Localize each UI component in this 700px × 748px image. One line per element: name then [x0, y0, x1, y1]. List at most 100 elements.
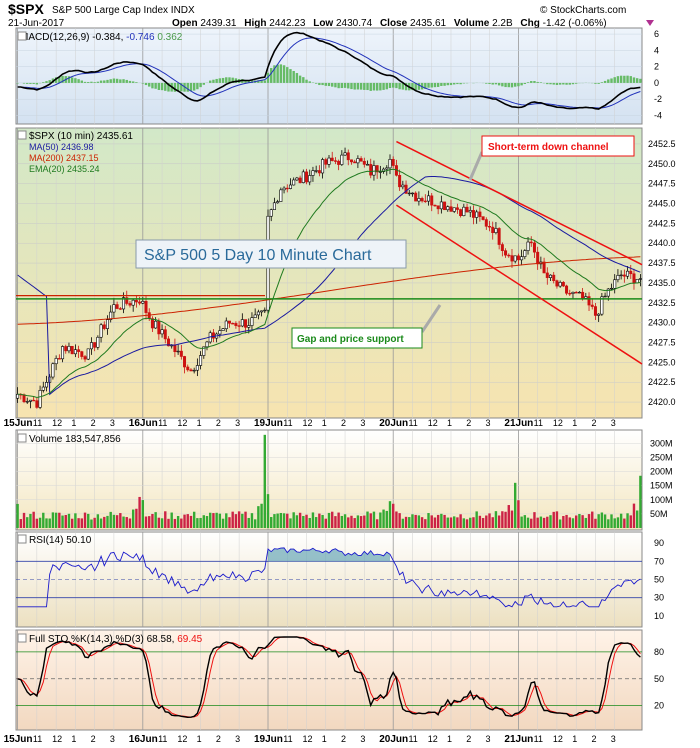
candle-body [285, 187, 289, 190]
macd-histogram-bar [568, 82, 571, 85]
candle-body [593, 306, 597, 316]
macd-histogram-bar [440, 82, 443, 86]
volume-bar [497, 515, 501, 528]
volume-bar [144, 516, 148, 528]
volume-bar [456, 517, 459, 528]
candle-body [455, 207, 459, 210]
macd-tick-label: 2 [654, 62, 659, 72]
candle-body [179, 350, 183, 357]
candle-body [279, 189, 283, 202]
channel-upper-line [396, 140, 643, 266]
volume-bar [16, 503, 19, 528]
macd-histogram-bar [32, 82, 35, 84]
macd-histogram-bar [215, 78, 218, 83]
price-tick-label: 2420.0 [648, 397, 676, 407]
macd-histogram-bar [526, 82, 530, 83]
candle-body [638, 278, 642, 280]
macd-toggle-icon[interactable] [17, 31, 27, 41]
volume-bar [510, 510, 514, 528]
candle-body [218, 330, 222, 335]
volume-bar [623, 518, 626, 528]
volume-bar [513, 482, 517, 528]
volume-bar [157, 517, 161, 528]
candle-body [202, 346, 206, 356]
macd-histogram-bar [70, 77, 74, 83]
candle-body [314, 170, 318, 172]
volume-bar [395, 511, 398, 528]
candle-body [260, 310, 264, 313]
candle-body [359, 158, 363, 162]
volume-bar [237, 511, 241, 528]
macd-histogram-bar [629, 76, 632, 83]
sto-toggle-icon[interactable] [17, 633, 27, 643]
volume-bar [494, 511, 498, 528]
macd-histogram-bar [176, 82, 180, 92]
rsi-toggle-icon[interactable] [17, 534, 27, 544]
volume-bar [22, 512, 26, 528]
candle-body [80, 351, 84, 357]
macd-histogram-bar [196, 82, 199, 90]
candle-body [356, 158, 360, 164]
price-toggle-icon[interactable] [17, 130, 27, 140]
volume-bar [562, 515, 565, 528]
candle-body [144, 301, 148, 313]
volume-bar [449, 517, 453, 528]
macd-histogram-bar [375, 82, 379, 91]
volume-bar [584, 517, 588, 528]
volume-bar [555, 511, 559, 528]
candle-body [526, 241, 530, 251]
volume-bar [289, 518, 292, 528]
volume-bar [138, 496, 141, 528]
volume-bar [260, 503, 263, 528]
x-tick-label-bottom: 11 [408, 734, 417, 744]
candle-body [244, 319, 248, 328]
macd-histogram-bar [603, 80, 607, 83]
volume-bar [603, 514, 607, 528]
volume-bar [549, 515, 552, 528]
x-tick-label-bottom: 11 [534, 734, 543, 744]
candle-body [603, 295, 607, 298]
candle-body [584, 296, 588, 299]
volume-bar [58, 512, 61, 528]
x-tick-label-bottom: 3 [235, 734, 240, 744]
x-tick-label-top: 21Jun [504, 418, 533, 429]
candle-body [574, 291, 578, 294]
volume-bar [472, 517, 475, 528]
volume-toggle-icon[interactable] [17, 433, 27, 443]
macd-histogram-bar [112, 78, 116, 83]
volume-bar [231, 511, 234, 528]
candle-body [330, 157, 334, 161]
candle-body [529, 241, 533, 244]
macd-histogram-bar [443, 82, 446, 86]
candle-body [465, 206, 469, 213]
volume-bar [539, 516, 543, 528]
chart-date: 21-Jun-2017 [8, 18, 65, 29]
volume-bar [122, 516, 125, 528]
x-tick-label-top: 11 [408, 418, 417, 428]
macd-histogram-bar [286, 67, 289, 83]
candle-body [497, 228, 501, 245]
volume-bar [218, 513, 222, 528]
price-label: $SPX (10 min) 2435.61 [29, 131, 133, 142]
volume-bar [401, 518, 405, 528]
volume-bar [517, 500, 520, 528]
candle-body [555, 280, 559, 287]
macd-histogram-bar [417, 82, 421, 90]
x-tick-label-top: 1 [572, 418, 577, 428]
macd-histogram-bar [106, 79, 109, 83]
macd-histogram-bar [266, 72, 270, 83]
volume-bar [433, 517, 437, 528]
candle-body [349, 159, 353, 163]
volume-bar [526, 517, 530, 528]
macd-histogram-bar [456, 82, 459, 85]
macd-histogram-bar [109, 79, 112, 83]
macd-histogram-bar [623, 75, 626, 83]
x-tick-label-bottom: 3 [486, 734, 491, 744]
x-tick-label-bottom: 12 [177, 734, 187, 744]
candle-body [443, 201, 447, 211]
macd-histogram-bar [497, 82, 501, 86]
macd-legend: MACD(12,26,9) -0.384, -0.746 0.362 [20, 32, 183, 43]
chart-title: S&P 500 5 Day 10 Minute Chart [144, 247, 372, 264]
volume-bar [167, 518, 170, 528]
volume-bar [48, 518, 51, 528]
